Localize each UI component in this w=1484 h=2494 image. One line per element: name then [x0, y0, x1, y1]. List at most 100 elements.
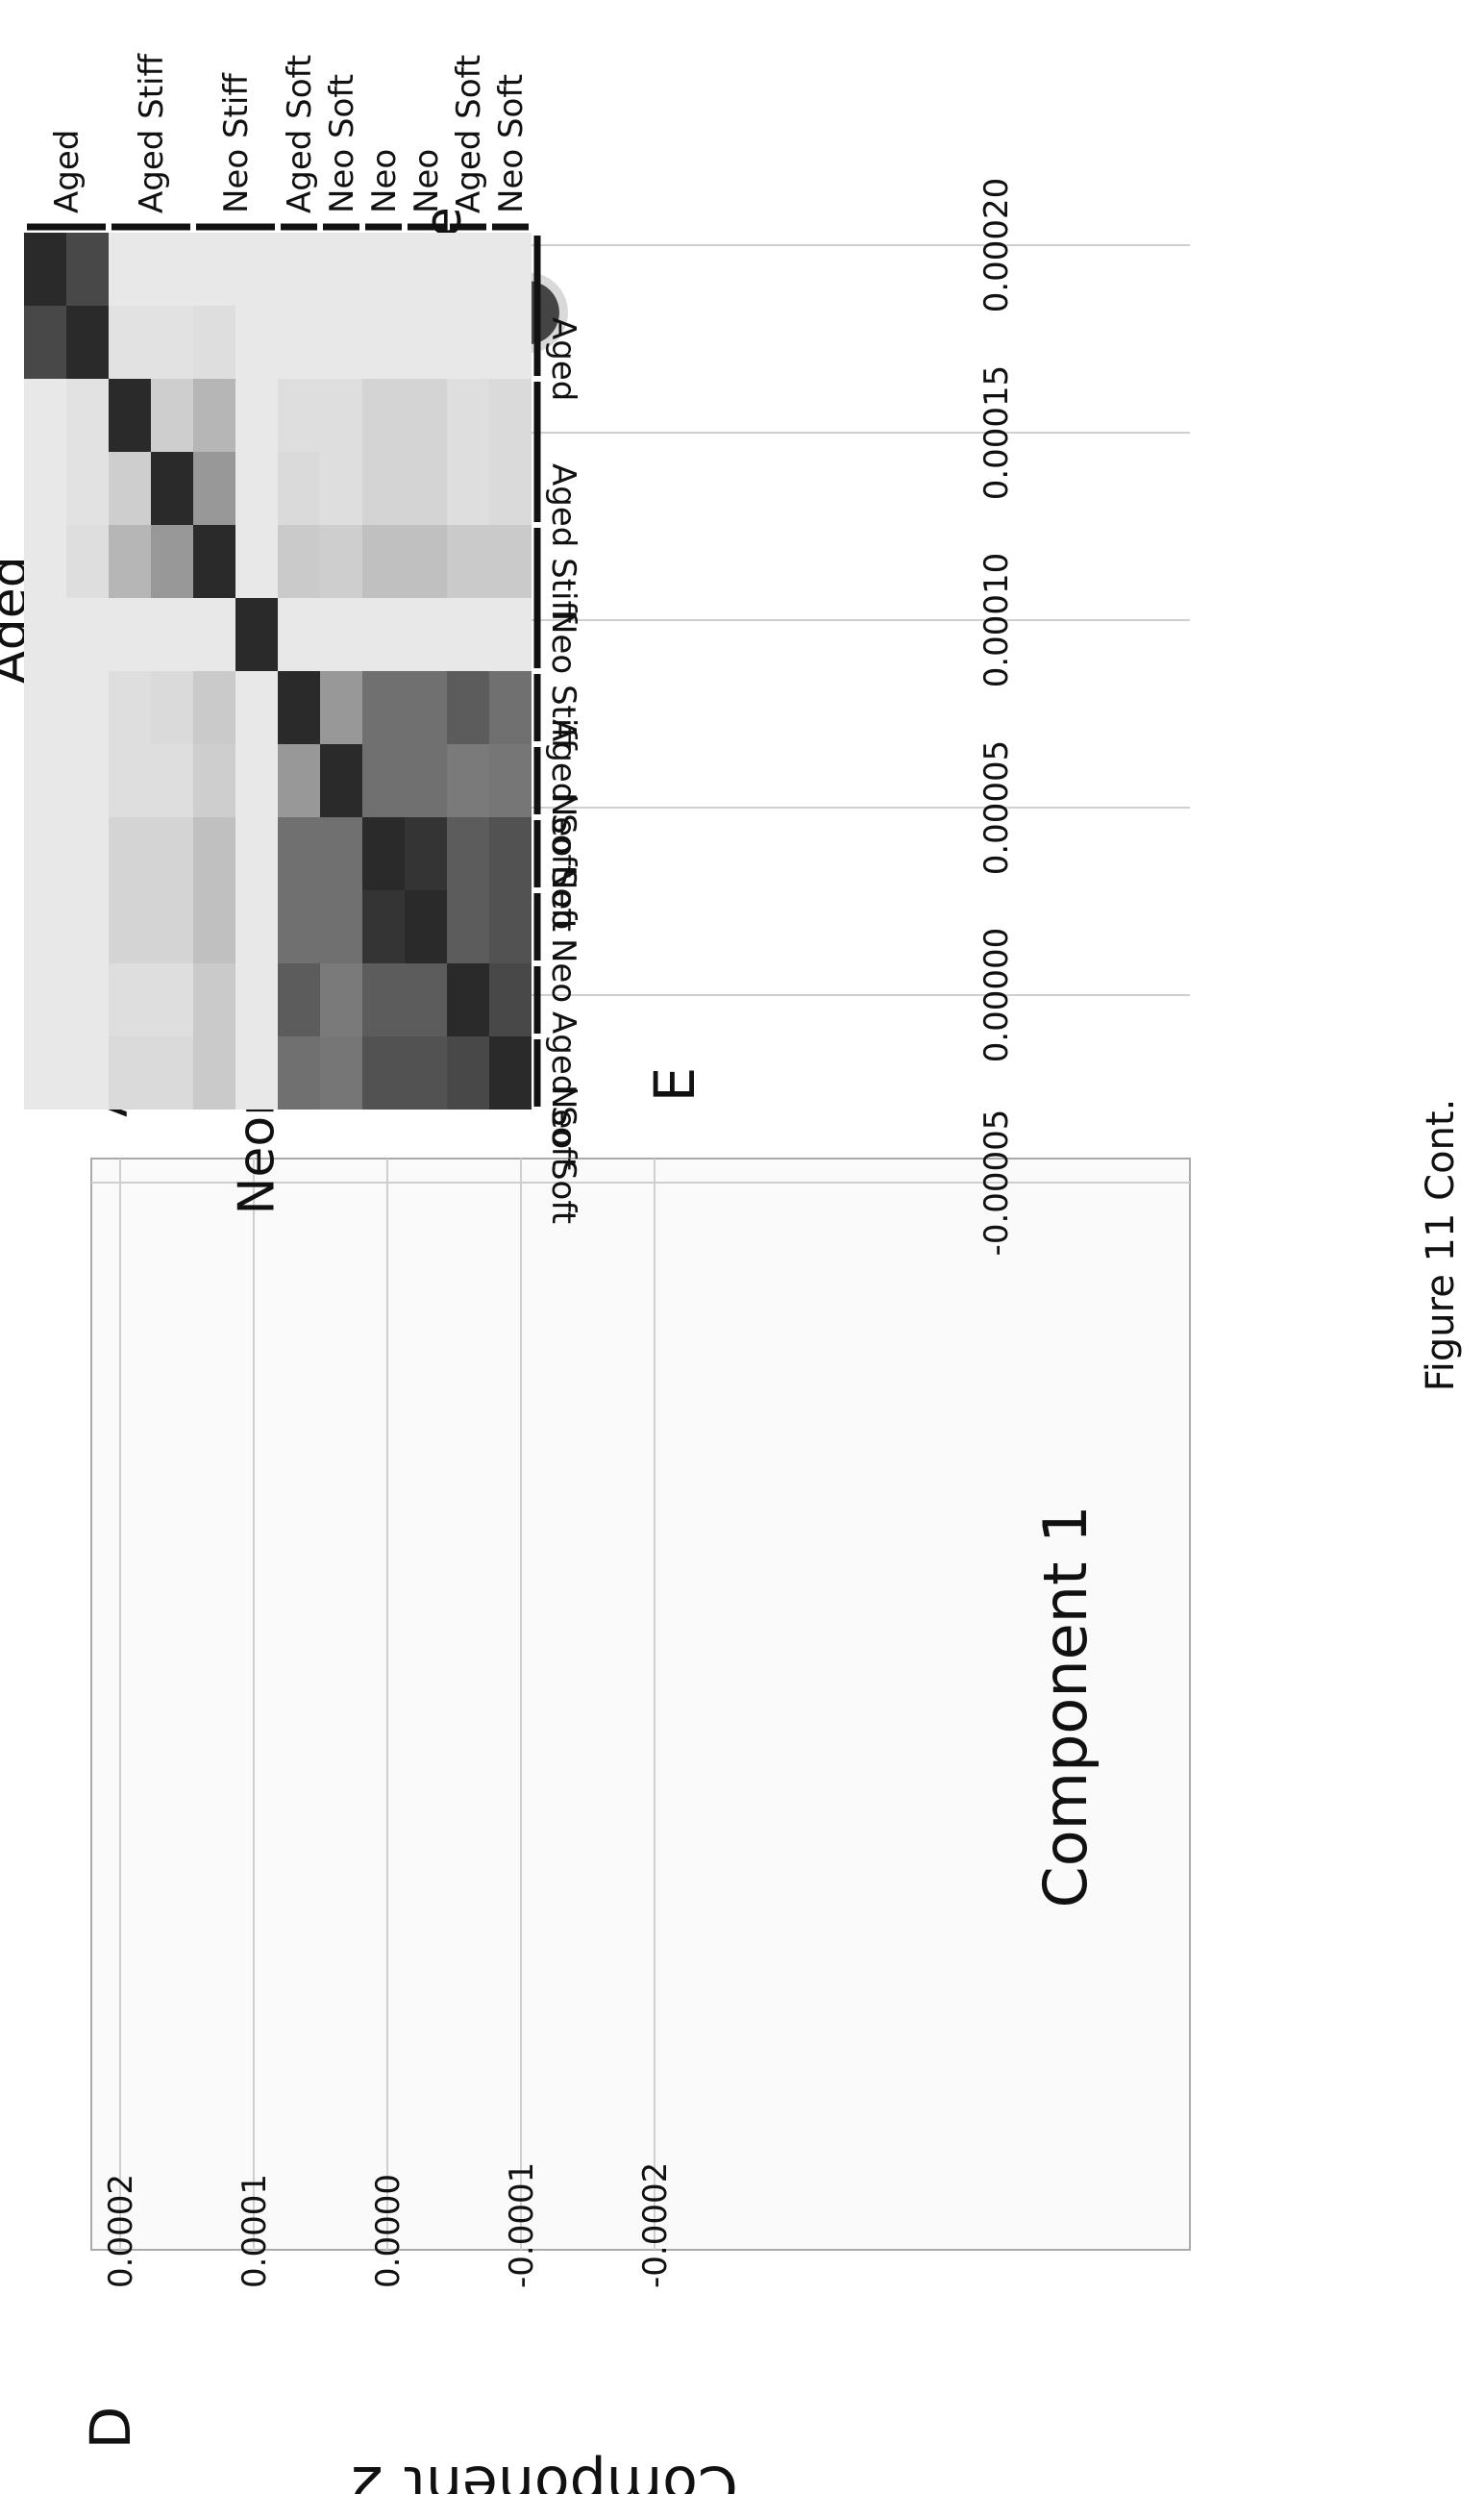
x-tick-label: -0.00005: [977, 1110, 1016, 1257]
heatmap-cell: [320, 671, 362, 744]
heatmap-cell: [24, 306, 66, 379]
heatmap-cell: [24, 671, 66, 744]
heatmap-cell: [66, 525, 109, 598]
heatmap-cell: [320, 525, 362, 598]
heatmap-cell: [489, 963, 532, 1036]
column-label: Aged Stiff: [544, 463, 582, 625]
heatmap-cell: [24, 963, 66, 1036]
heatmap-cell: [109, 963, 151, 1036]
heatmap-cell: [362, 306, 405, 379]
heatmap-cell: [66, 890, 109, 963]
heatmap-cell: [362, 890, 405, 963]
heatmap-cell: [235, 452, 278, 525]
heatmap-cell: [235, 671, 278, 744]
heatmap-cell: [193, 525, 235, 598]
heatmap-cell: [24, 379, 66, 452]
heatmap-cell: [320, 744, 362, 817]
heatmap-cell: [235, 963, 278, 1036]
heatmap-cell: [405, 233, 447, 306]
heatmap-cell: [362, 744, 405, 817]
heatmap-cell: [235, 379, 278, 452]
heatmap-cell: [447, 379, 489, 452]
row-label: Aged: [48, 130, 87, 213]
column-label: Neo: [544, 865, 582, 930]
heatmap-cell: [151, 1036, 193, 1110]
heatmap-cell: [109, 1036, 151, 1110]
heatmap-cell: [151, 963, 193, 1036]
heatmap-cell: [278, 671, 320, 744]
heatmap-cell: [278, 379, 320, 452]
heatmap-cell: [362, 379, 405, 452]
column-label: Aged Soft: [544, 719, 582, 878]
heatmap-cell: [320, 890, 362, 963]
row-label: Neo Stiff: [217, 72, 256, 213]
heatmap-cell: [193, 233, 235, 306]
row-label: Aged Soft: [281, 55, 319, 213]
heatmap-cells: [24, 233, 532, 1110]
heatmap-cell: [278, 525, 320, 598]
row-label: Aged Soft: [450, 55, 488, 213]
heatmap-cell: [24, 817, 66, 890]
heatmap-cell: [405, 452, 447, 525]
heatmap-cell: [278, 744, 320, 817]
heatmap-cell: [405, 1036, 447, 1110]
y-tick-label: 0.0000: [369, 2174, 408, 2288]
heatmap-cell: [320, 379, 362, 452]
heatmap-cell: [193, 963, 235, 1036]
heatmap-cell: [447, 963, 489, 1036]
heatmap-cell: [278, 963, 320, 1036]
heatmap-cell: [193, 379, 235, 452]
heatmap-cell: [278, 598, 320, 671]
x-tick-label: 0.00005: [977, 740, 1016, 876]
heatmap-cell: [447, 1036, 489, 1110]
heatmap-cell: [109, 525, 151, 598]
heatmap-cell: [66, 379, 109, 452]
component1-tick-labels: -0.00005 0.00000 0.00005 0.00010 0.00015 0.00…: [977, 178, 1016, 1257]
column-label: Neo: [544, 938, 582, 1003]
heatmap-cell: [362, 671, 405, 744]
heatmap-cell: [320, 598, 362, 671]
heatmap-cell: [447, 233, 489, 306]
heatmap-cell: [278, 817, 320, 890]
heatmap-cell: [320, 233, 362, 306]
heatmap-cell: [362, 817, 405, 890]
heatmap-cell: [489, 525, 532, 598]
heatmap-cell: [151, 306, 193, 379]
heatmap-cell: [405, 379, 447, 452]
heatmap-cell: [489, 1036, 532, 1110]
column-label: Neo Soft: [544, 1085, 582, 1224]
heatmap-cell: [405, 744, 447, 817]
heatmap-cell: [66, 233, 109, 306]
y-tick-label: 0.0001: [235, 2174, 274, 2288]
heatmap-cell: [109, 890, 151, 963]
panel-label-d: D: [78, 2407, 143, 2450]
heatmap-cell: [447, 890, 489, 963]
heatmap-cell: [447, 744, 489, 817]
y-tick-label: 0.0002: [102, 2174, 140, 2288]
heatmap-cell: [235, 744, 278, 817]
heatmap-cell: [235, 890, 278, 963]
heatmap-cell: [405, 306, 447, 379]
heatmap-cell: [151, 233, 193, 306]
heatmap-cell: [193, 817, 235, 890]
heatmap-cell: [489, 306, 532, 379]
heatmap-cell: [320, 306, 362, 379]
heatmap-cell: [362, 963, 405, 1036]
y-tick-label: -0.0002: [636, 2162, 675, 2288]
heatmap-cell: [66, 963, 109, 1036]
heatmap-cell: [278, 306, 320, 379]
heatmap-row-labels: Aged Aged Stiff Neo Stiff Aged Soft Neo Soft…: [48, 52, 531, 213]
heatmap-cell: [447, 452, 489, 525]
component2-tick-labels: 0.0002 0.0001 0.0000 -0.0001 -0.0002: [102, 2162, 675, 2288]
heatmap-cell: [235, 306, 278, 379]
heatmap-cell: [362, 452, 405, 525]
heatmap-cell: [109, 744, 151, 817]
x-axis-label: Component 1: [1030, 1505, 1101, 1908]
heatmap-cell: [235, 598, 278, 671]
x-tick-label: 0.00020: [977, 178, 1016, 313]
heatmap-cell: [320, 452, 362, 525]
heatmap-cell: [489, 233, 532, 306]
heatmap-cell: [447, 817, 489, 890]
